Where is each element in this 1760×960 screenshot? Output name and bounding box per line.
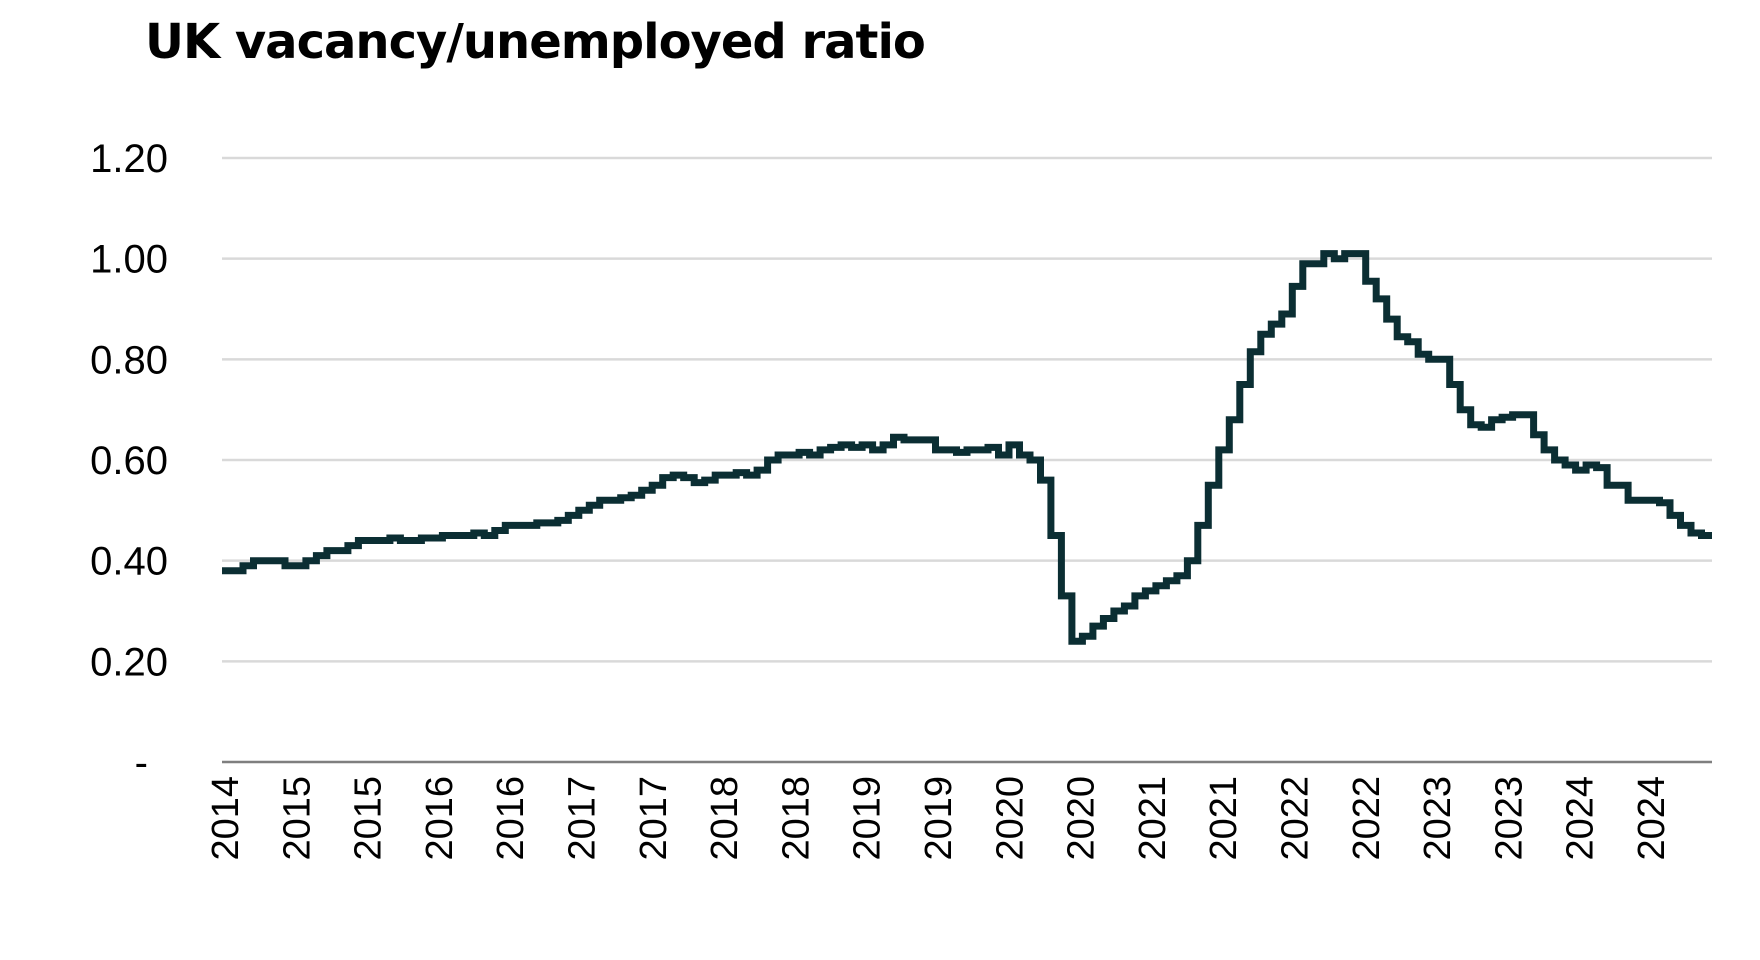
x-tick-label: 2015 (276, 776, 318, 861)
y-tick-label: 0.80 (90, 338, 168, 382)
y-tick-label: 1.00 (90, 238, 168, 282)
x-tick-label: 2015 (348, 776, 390, 861)
y-tick-label: 0.20 (90, 640, 168, 684)
x-tick-label: 2023 (1417, 776, 1459, 861)
x-tick-label: 2017 (562, 776, 604, 861)
x-tick-label: 2019 (918, 776, 960, 861)
x-axis-ticks: 2014 2015 2015 2016 2016 2017 2017 2018 2018 2019… (205, 776, 1673, 861)
y-tick-label: 0.60 (90, 439, 168, 483)
y-tick-label: 1.20 (90, 137, 168, 181)
x-tick-label: 2017 (633, 776, 675, 861)
x-tick-label: 2022 (1346, 776, 1388, 861)
y-tick-label: - (135, 741, 148, 785)
x-tick-label: 2022 (1275, 776, 1317, 861)
x-tick-label: 2023 (1488, 776, 1530, 861)
series-line-vacancy-ratio (222, 250, 1712, 645)
y-axis-ticks: - 0.20 0.40 0.60 0.80 1.00 1.20 (90, 137, 168, 785)
gridlines (222, 156, 1712, 663)
x-tick-label: 2018 (775, 776, 817, 861)
x-tick-label: 2019 (847, 776, 889, 861)
y-tick-label: 0.40 (90, 540, 168, 584)
x-tick-label: 2014 (205, 776, 247, 861)
chart-title: UK vacancy/unemployed ratio (145, 14, 926, 70)
x-tick-label: 2016 (490, 776, 532, 861)
x-tick-label: 2016 (419, 776, 461, 861)
x-tick-label: 2020 (989, 776, 1031, 861)
x-tick-label: 2020 (1061, 776, 1103, 861)
x-tick-label: 2018 (704, 776, 746, 861)
x-tick-label: 2024 (1560, 776, 1602, 861)
x-tick-label: 2021 (1203, 776, 1245, 861)
x-tick-label: 2021 (1132, 776, 1174, 861)
x-tick-label: 2024 (1631, 776, 1673, 861)
